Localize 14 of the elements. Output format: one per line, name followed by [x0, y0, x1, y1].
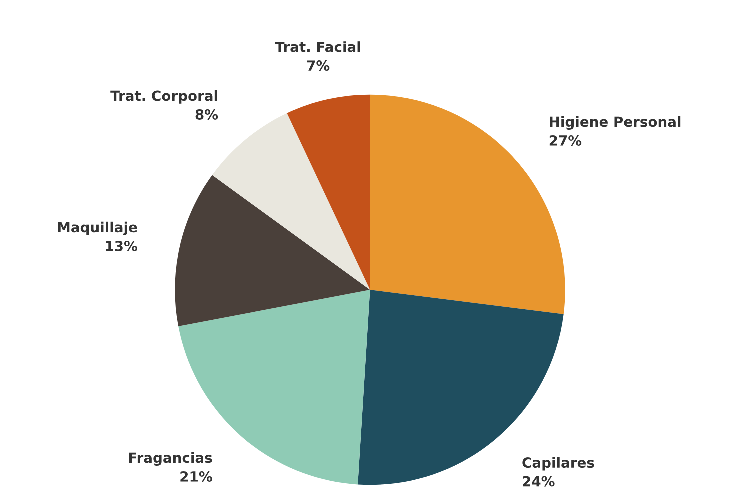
pie-slice	[175, 175, 370, 327]
data-label: 21%	[180, 471, 212, 482]
data-label: 24%	[523, 476, 555, 487]
data-label: 27%	[550, 135, 582, 146]
slice-label: Maquillaje	[58, 222, 138, 236]
slice-label: Higiene Personal	[550, 116, 681, 130]
pie-slice	[287, 94, 370, 290]
slice-label: Fragancias	[129, 452, 212, 466]
slice-label: Trat. Corporal	[110, 90, 218, 104]
data-label: 7%	[307, 60, 330, 72]
slice-label: Trat. Facial	[275, 42, 360, 52]
slice-label: Capilares	[522, 457, 594, 471]
data-label: 13%	[106, 240, 138, 252]
data-label: 8%	[196, 109, 218, 120]
